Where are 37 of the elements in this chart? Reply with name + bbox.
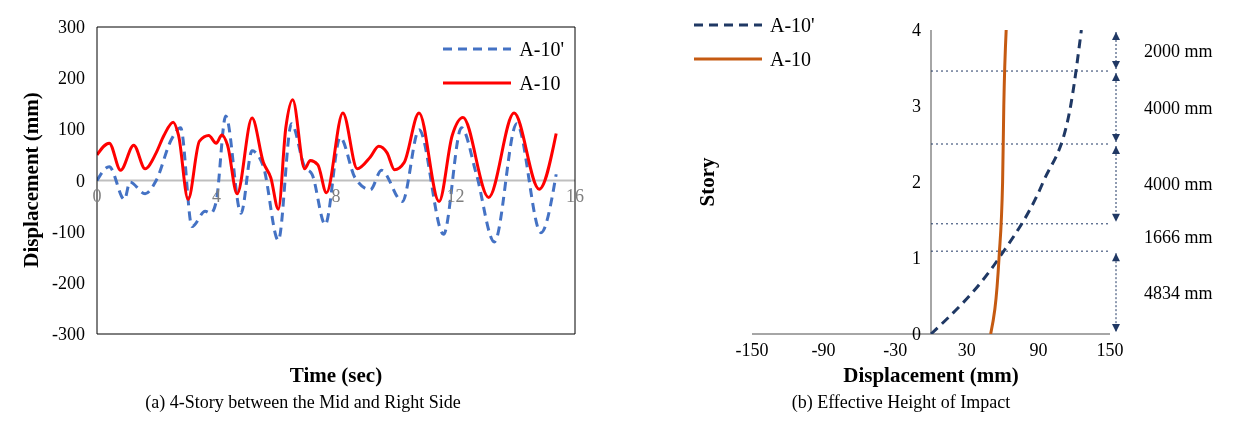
x-tick-label: 150 — [1096, 340, 1124, 360]
y-tick-label: 4 — [912, 20, 921, 40]
x-tick-label: -30 — [883, 340, 908, 360]
x-axis-title: Displacement (mm) — [843, 363, 1019, 387]
text: 4000 mm — [1144, 97, 1213, 118]
x-tick-label: 30 — [957, 340, 976, 360]
text: 4834 mm — [1144, 282, 1213, 303]
y-axis-title: Story — [695, 157, 719, 207]
y-tick-label: 300 — [58, 17, 85, 37]
text: (b) Effective Height of Impact — [790, 392, 1012, 413]
x-tick-label: -150 — [735, 340, 769, 360]
text: (a) 4-Story between the Mid and Right Side — [144, 392, 462, 413]
legend-label: A-10 — [519, 71, 561, 96]
y-tick-label: -200 — [52, 272, 85, 293]
x-tick-label: 12 — [446, 186, 465, 206]
y-tick-label: 0 — [76, 170, 85, 191]
text: 1666 mm — [1144, 227, 1213, 248]
x-tick-label: -90 — [811, 340, 836, 360]
y-tick-label: -300 — [52, 324, 85, 344]
y-tick-label: 3 — [912, 96, 921, 116]
x-tick-label: 90 — [1029, 340, 1048, 360]
y-axis-title: Displacement (mm) — [19, 92, 43, 268]
text: 2000 mm — [1144, 40, 1213, 61]
x-axis-title: Time (sec) — [289, 363, 383, 387]
y-tick-label: 100 — [58, 119, 85, 140]
line-series — [989, 30, 1008, 334]
y-tick-label: 0 — [912, 324, 921, 344]
text: 4000 mm — [1144, 173, 1213, 194]
x-tick-label: 4 — [212, 186, 221, 206]
x-tick-label: 8 — [331, 186, 341, 206]
legend-label: A-10 — [770, 47, 812, 72]
y-tick-label: -100 — [52, 221, 85, 242]
y-tick-label: 1 — [912, 248, 921, 268]
y-tick-label: 2 — [912, 172, 921, 192]
legend-label: A-10' — [519, 37, 564, 62]
y-tick-label: 200 — [58, 68, 85, 89]
legend-label: A-10' — [770, 13, 815, 38]
